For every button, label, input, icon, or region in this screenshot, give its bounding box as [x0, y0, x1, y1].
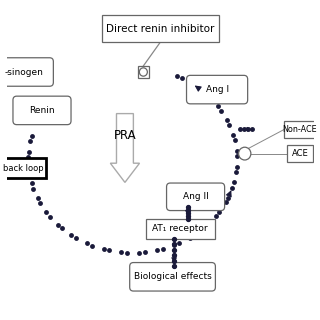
Bar — [138, 66, 149, 78]
Text: Non-ACE: Non-ACE — [283, 125, 317, 134]
Text: Biological effects: Biological effects — [134, 272, 212, 281]
FancyBboxPatch shape — [187, 76, 248, 104]
Circle shape — [140, 68, 147, 76]
Polygon shape — [110, 114, 140, 182]
Text: back loop: back loop — [3, 164, 44, 172]
FancyBboxPatch shape — [13, 96, 71, 124]
Bar — [284, 121, 316, 139]
Bar — [287, 145, 313, 163]
FancyBboxPatch shape — [0, 58, 53, 86]
Text: ACE: ACE — [292, 149, 308, 158]
Bar — [146, 219, 215, 239]
Bar — [1, 158, 46, 178]
Text: Ang II: Ang II — [183, 192, 208, 201]
Text: Renin: Renin — [29, 106, 55, 115]
Text: AT₁ receptor: AT₁ receptor — [152, 224, 208, 233]
Text: Ang I: Ang I — [205, 85, 229, 94]
Text: -sinogen: -sinogen — [4, 68, 43, 76]
Text: PRA: PRA — [114, 129, 136, 142]
Bar — [102, 15, 219, 43]
Circle shape — [239, 147, 251, 160]
FancyBboxPatch shape — [166, 183, 225, 211]
FancyBboxPatch shape — [130, 262, 215, 291]
Text: Direct renin inhibitor: Direct renin inhibitor — [106, 24, 214, 34]
